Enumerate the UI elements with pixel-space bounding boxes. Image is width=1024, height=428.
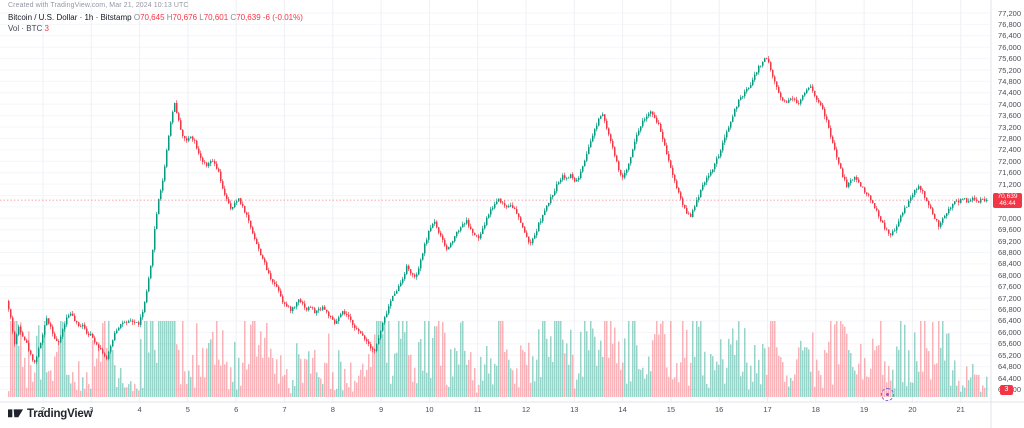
time-axis-label: 10	[425, 405, 434, 414]
time-axis-label: 16	[715, 405, 724, 414]
volume-value-badge: 3	[1000, 385, 1013, 395]
tradingview-logo[interactable]: TradingView	[8, 406, 93, 421]
ohlc-high-label: H	[166, 12, 173, 22]
time-axis-label: 15	[666, 405, 676, 414]
price-axis-label: 75,600	[998, 54, 1021, 64]
current-price-value: 70,639	[997, 192, 1018, 200]
ohlc-close-value: 70,639	[236, 12, 261, 22]
price-axis-label: 74,400	[998, 88, 1021, 98]
symbol-title[interactable]: Bitcoin / U.S. Dollar · 1h · Bitstamp	[8, 12, 132, 22]
time-axis-label: 20	[908, 405, 917, 414]
price-axis-label: 74,000	[998, 99, 1021, 109]
price-axis-label: 75,200	[998, 65, 1021, 75]
time-axis-label: 21	[956, 405, 965, 414]
price-axis-label: 65,600	[998, 339, 1021, 349]
time-axis-label: 3	[89, 405, 94, 414]
price-axis-label: 73,200	[998, 122, 1021, 132]
symbol-row: Bitcoin / U.S. Dollar · 1h · Bitstamp O7…	[8, 13, 303, 23]
time-axis-label: 11	[473, 405, 482, 414]
price-axis-label: 71,200	[998, 179, 1021, 189]
tradingview-logo-text: TradingView	[27, 407, 93, 420]
time-axis-label: 4	[137, 405, 142, 414]
ohlc-open-label: O	[133, 12, 141, 22]
price-axis-label: 66,800	[998, 305, 1021, 315]
chart-header: Created with TradingView.com, Mar 21, 20…	[8, 2, 303, 34]
price-axis-label: 72,400	[998, 145, 1021, 155]
time-axis-label: 19	[859, 405, 869, 414]
price-axis-label: 76,000	[998, 42, 1021, 52]
price-axis-label: 65,200	[998, 350, 1021, 360]
bar-countdown: 46:44	[999, 200, 1016, 208]
price-axis-label: 66,400	[998, 316, 1021, 326]
volume-layer	[8, 321, 988, 397]
price-axis-label: 73,600	[998, 111, 1021, 121]
price-axis-label: 67,200	[998, 293, 1021, 303]
time-axis-label: 2	[40, 405, 46, 414]
time-axis-label: 6	[234, 405, 239, 414]
price-axis-label: 74,800	[998, 76, 1021, 86]
volume-row: Vol · BTC 3	[8, 24, 303, 34]
price-axis-label: 76,800	[998, 19, 1021, 29]
time-axis-label: 8	[330, 405, 335, 414]
price-axis-label: 67,600	[998, 282, 1021, 292]
time-axis-label: 7	[282, 405, 287, 414]
price-axis-label: 70,000	[998, 213, 1021, 223]
time-axis-label: 14	[618, 405, 627, 414]
ohlc-low-value: 70,601	[203, 12, 229, 22]
time-axis-label: 17	[763, 405, 772, 414]
price-axis[interactable]: 77,200 76,800 76,400 76,000 75,600 75,200 74,8…	[991, 0, 1024, 402]
ohlc-high-value: 70,676	[172, 12, 198, 22]
price-axis-label: 68,000	[998, 270, 1021, 280]
price-axis-label: 69,600	[998, 225, 1021, 235]
price-axis-label: 68,800	[998, 248, 1021, 258]
price-axis-label: 76,400	[998, 31, 1021, 41]
price-axis-label: 69,200	[998, 236, 1021, 246]
price-axis-label: 77,200	[998, 8, 1021, 18]
price-axis-label: 68,400	[998, 259, 1021, 269]
time-axis-label: 5	[185, 405, 190, 414]
price-axis-label: 64,400	[998, 373, 1021, 383]
time-axis-label: 18	[811, 405, 820, 414]
volume-label[interactable]: Vol · BTC	[8, 23, 43, 33]
price-axis-label: 64,800	[998, 362, 1021, 372]
price-axis-label: 72,800	[998, 133, 1021, 143]
candlestick-layer	[8, 56, 988, 365]
price-axis-label: 71,600	[998, 168, 1021, 178]
ohlc-change-value: -6 (-0.01%)	[262, 12, 303, 22]
price-axis-label: 66,000	[998, 327, 1021, 337]
ohlc-low-label: L	[199, 12, 204, 22]
current-price-badge: 70,639 46:44	[993, 192, 1022, 208]
time-axis-label: 9	[379, 405, 384, 414]
ohlc-open-value: 70,645	[140, 12, 165, 22]
tradingview-logo-icon	[8, 409, 23, 418]
time-axis[interactable]: 2 3 4 5 6 7 8 9 10 11 12 13 14 15 16 17 18 19 20 21	[0, 402, 1024, 428]
ohlc-close-label: C	[230, 12, 237, 22]
attribution-text: Created with TradingView.com, Mar 21, 20…	[8, 2, 189, 9]
event-marker-icon[interactable]	[881, 388, 894, 401]
time-axis-label: 12	[521, 405, 531, 414]
volume-value: 3	[44, 23, 49, 33]
price-axis-label: 72,000	[998, 156, 1021, 166]
time-axis-label: 13	[570, 405, 579, 414]
